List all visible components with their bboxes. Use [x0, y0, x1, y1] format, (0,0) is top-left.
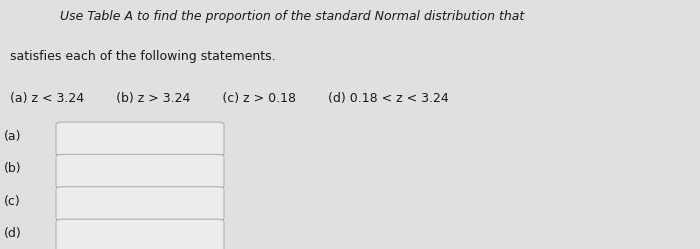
Text: (a) z < 3.24        (b) z > 3.24        (c) z > 0.18        (d) 0.18 < z < 3.24: (a) z < 3.24 (b) z > 3.24 (c) z > 0.18 (… [10, 92, 449, 105]
Text: (a): (a) [4, 130, 21, 143]
FancyBboxPatch shape [56, 122, 224, 156]
Text: (b): (b) [4, 162, 21, 175]
Text: (d): (d) [4, 227, 21, 240]
FancyBboxPatch shape [56, 187, 224, 220]
Text: (c): (c) [4, 194, 20, 208]
FancyBboxPatch shape [56, 154, 224, 188]
Text: Use Table A to find the proportion of the standard Normal distribution that: Use Table A to find the proportion of th… [60, 10, 524, 23]
Text: satisfies each of the following statements.: satisfies each of the following statemen… [10, 50, 276, 63]
FancyBboxPatch shape [56, 219, 224, 249]
